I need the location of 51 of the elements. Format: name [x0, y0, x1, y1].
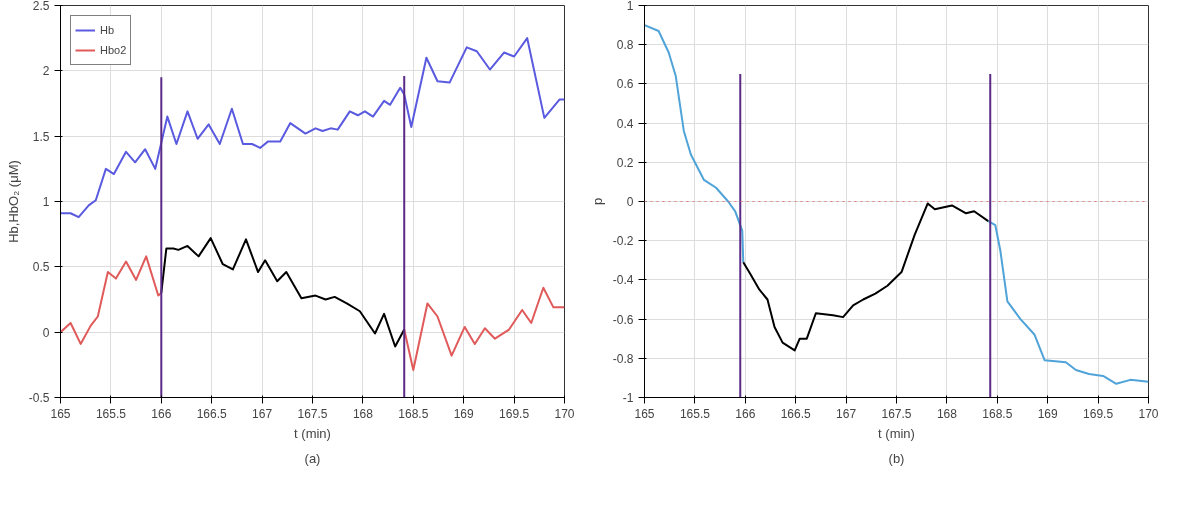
- x-tick-label: 170: [1138, 406, 1159, 421]
- y-tick-label: 1: [42, 195, 50, 209]
- y-tick-label: -1: [622, 391, 634, 405]
- x-tick-label: 169: [1037, 406, 1059, 421]
- y-tick-label: 0.4: [616, 116, 634, 131]
- x-tick-label: 169.5: [499, 406, 530, 421]
- y-tick-label: -0.6: [612, 312, 634, 327]
- y-tick-label: 0.5: [32, 260, 50, 275]
- line-series: [60, 37, 565, 219]
- x-tick-label: 167: [836, 406, 857, 421]
- x-tick-label: 166.5: [780, 406, 812, 421]
- y-tick-label: 0.6: [616, 77, 634, 92]
- x-tick-label: 165: [50, 406, 71, 421]
- line-series: [160, 237, 406, 348]
- text: (b): [888, 450, 905, 466]
- x-tick-label: 166.5: [196, 406, 228, 421]
- y-tick-label: -0.8: [612, 351, 634, 366]
- x-tick-label: 165: [634, 406, 655, 421]
- x-tick-label: 167.5: [881, 406, 912, 421]
- y-tick-label: 2: [42, 64, 50, 79]
- y-tick-label: 0.8: [616, 38, 634, 53]
- y-tick-label: 1.5: [32, 129, 50, 144]
- x-tick-label: 167.5: [297, 406, 328, 421]
- y-tick-label: 0.2: [616, 155, 634, 170]
- y-tick-label: -0.4: [612, 273, 634, 288]
- x-tick-label: 167: [252, 406, 273, 421]
- y-tick-label: -0.5: [28, 391, 50, 405]
- x-tick-label: 168: [936, 406, 958, 421]
- y-tick-label: 0: [626, 195, 634, 209]
- x-tick-label: 165.5: [95, 406, 127, 421]
- x-tick-label: 169: [453, 406, 475, 421]
- x-tick-label: 166: [735, 406, 756, 421]
- x-tick-label: 169.5: [1083, 406, 1114, 421]
- x-tick-label: 168.5: [398, 406, 429, 421]
- x-axis-title: t (min): [294, 425, 331, 441]
- y-tick-label: 1: [626, 0, 634, 13]
- y-tick-label: 0: [42, 325, 50, 340]
- y-axis-title: Hb,HbO₂ (μM): [5, 160, 21, 243]
- x-tick-label: 168: [352, 406, 374, 421]
- line-series: [742, 202, 990, 352]
- y-tick-label: -0.2: [612, 234, 634, 249]
- x-tick-label: 170: [554, 406, 575, 421]
- y-axis-title: p: [589, 197, 605, 206]
- text: (a): [304, 450, 321, 466]
- legend-label: Hb: [100, 24, 116, 36]
- x-tick-label: 166: [151, 406, 172, 421]
- x-axis-title: t (min): [878, 425, 915, 441]
- x-tick-label: 168.5: [982, 406, 1013, 421]
- y-tick-label: 2.5: [32, 0, 50, 13]
- legend-label: Hbo2: [100, 44, 127, 56]
- x-tick-label: 165.5: [679, 406, 711, 421]
